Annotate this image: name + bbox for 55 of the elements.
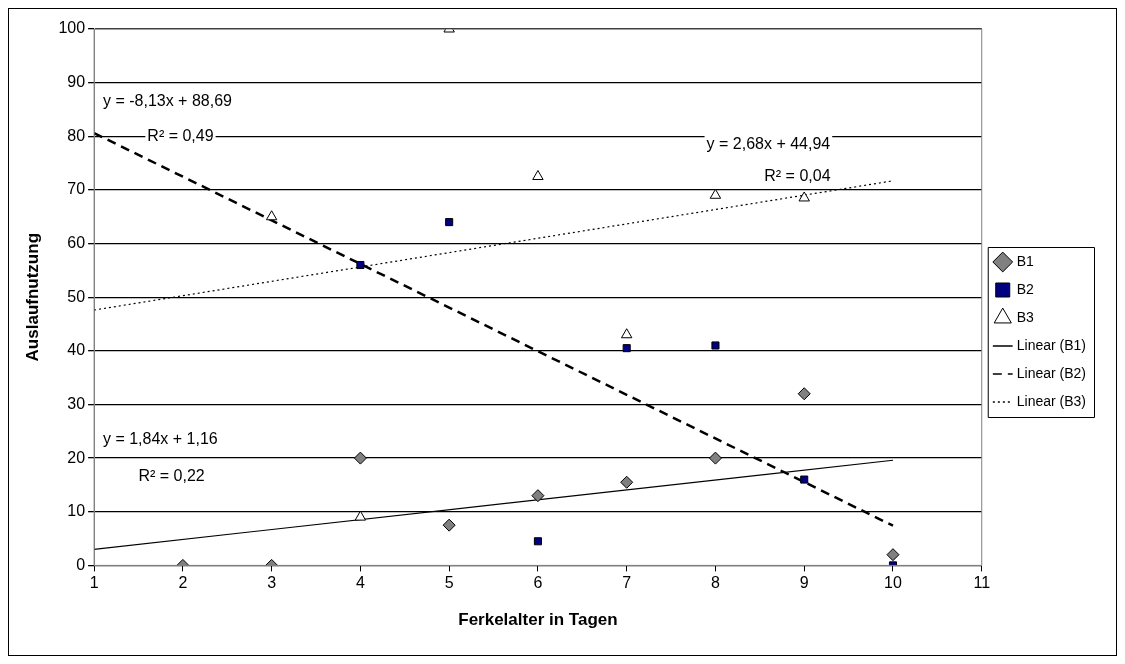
point: [708, 451, 722, 465]
point: [354, 510, 367, 521]
annotation: y = 1,84x + 1,16: [102, 429, 218, 447]
x-tick-label: 9: [799, 574, 809, 592]
annotation: R² = 0,04: [764, 166, 831, 184]
point: [442, 518, 456, 532]
legend-label: B2: [1016, 280, 1035, 297]
point: [265, 210, 278, 221]
point: [533, 537, 542, 546]
annotation: y = 2,68x + 44,94: [706, 134, 831, 152]
point: [356, 260, 365, 270]
y-tick-label: 20: [67, 448, 86, 466]
annotation: y = -8,13x + 88,69: [102, 91, 233, 109]
x-tick-label: 3: [267, 574, 277, 592]
x-tick-label: 1: [89, 574, 99, 592]
point: [797, 387, 811, 401]
legend-label: Linear (B3): [1016, 392, 1087, 409]
y-tick-label: 50: [67, 287, 86, 305]
x-tick-label: 11: [973, 574, 991, 592]
annotation: R² = 0,22: [138, 467, 205, 485]
x-tick-label: 4: [355, 574, 365, 592]
x-axis-title: Ferkelalter in Tagen: [458, 610, 618, 630]
point: [622, 344, 631, 353]
point: [353, 451, 367, 465]
y-tick-label: 80: [67, 126, 86, 144]
x-tick-label: 7: [622, 574, 632, 592]
point: [886, 548, 900, 562]
y-tick-label: 90: [67, 73, 86, 91]
legend-label: Linear (B1): [1016, 336, 1087, 353]
legend-label: B1: [1016, 252, 1035, 269]
y-tick-label: 40: [67, 341, 86, 359]
x-tick-label: 5: [444, 574, 454, 592]
point: [800, 475, 809, 484]
y-tick-label: 0: [76, 555, 86, 573]
x-tick-label: 10: [884, 574, 902, 592]
y-tick-label: 70: [67, 180, 86, 198]
x-tick-label: 8: [711, 574, 720, 592]
x-tick-label: 6: [533, 574, 543, 592]
point: [531, 489, 545, 503]
point: [620, 328, 633, 339]
y-tick-label: 30: [67, 394, 86, 412]
y-tick-label: 10: [67, 502, 86, 520]
y-tick-label: 60: [67, 233, 86, 251]
point: [532, 170, 544, 181]
legend-label: Linear (B2): [1016, 364, 1087, 381]
x-tick-label: 2: [178, 574, 188, 592]
point: [798, 191, 810, 202]
legend-label: B3: [1016, 308, 1035, 325]
y-axis-title: Auslaufnutzung: [22, 232, 42, 362]
point: [711, 341, 720, 350]
point: [620, 475, 634, 489]
annotation: R² = 0,49: [147, 126, 214, 144]
point: [445, 218, 454, 227]
y-tick-label: 100: [58, 19, 86, 37]
point: [709, 188, 722, 199]
